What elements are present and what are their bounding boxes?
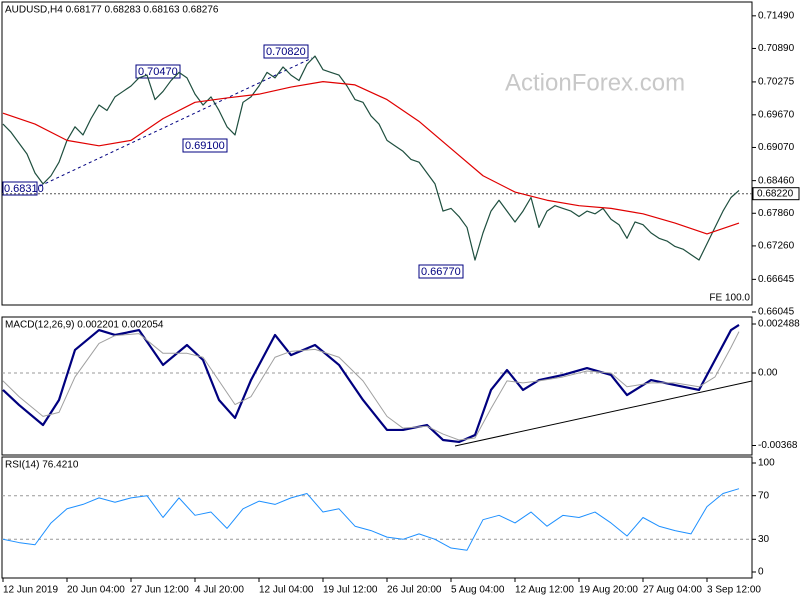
x-tick-label: 20 Jun 04:00 xyxy=(67,585,125,596)
annotation-text: 0.66770 xyxy=(421,266,461,278)
annotation-text: 0.68310 xyxy=(4,183,44,195)
y-tick-label: 0.002488 xyxy=(758,319,800,330)
rsi-panel xyxy=(1,456,753,579)
y-tick-label: 30 xyxy=(758,534,770,545)
y-tick-label: 0.67260 xyxy=(758,241,795,252)
current-price-box xyxy=(752,187,800,201)
series-line xyxy=(2,324,740,444)
x-tick-label: 27 Jun 12:00 xyxy=(131,585,189,596)
y-tick-label: 0.67860 xyxy=(758,208,795,219)
y-tick-label: 0.00 xyxy=(758,368,778,379)
x-tick-label: 12 Aug 12:00 xyxy=(515,585,574,596)
annotation: 0.68310 xyxy=(2,181,44,196)
annotation-text: 0.69100 xyxy=(185,140,225,152)
series-line xyxy=(2,331,740,441)
trend-channel xyxy=(39,57,313,187)
x-tick-label: 26 Jul 20:00 xyxy=(387,585,442,596)
x-tick-label: 12 Jun 2019 xyxy=(3,585,58,596)
series-line xyxy=(2,81,740,235)
macd-panel xyxy=(1,316,753,456)
fe-label: FE 100.0 xyxy=(709,293,750,304)
series-line xyxy=(2,55,740,261)
chart-title: AUDUSD,H4 0.68177 0.68283 0.68163 0.6827… xyxy=(5,5,219,16)
y-tick-label: 0 xyxy=(758,567,764,578)
y-tick-label: 0.70890 xyxy=(758,43,795,54)
annotation-text: 0.70820 xyxy=(266,46,306,58)
annotation-text: 0.70470 xyxy=(138,66,178,78)
x-tick-label: 5 Aug 04:00 xyxy=(451,585,505,596)
x-tick-label: 27 Aug 04:00 xyxy=(643,585,702,596)
x-tick-label: 12 Jul 04:00 xyxy=(259,585,314,596)
annotation: 0.66770 xyxy=(418,264,464,279)
y-tick-label: 100 xyxy=(758,458,775,469)
current-price-label: 0.68220 xyxy=(757,188,794,199)
y-tick-label: 0.68460 xyxy=(758,175,795,186)
x-tick-label: 4 Jul 20:00 xyxy=(195,585,244,596)
x-tick-label: 19 Jul 12:00 xyxy=(323,585,378,596)
x-tick-label: 19 Aug 20:00 xyxy=(579,585,638,596)
rsi-title: RSI(14) 76.4210 xyxy=(5,460,79,471)
y-tick-label: 0.70275 xyxy=(758,77,795,88)
y-tick-label: 0.66045 xyxy=(758,307,795,318)
macd-trendline xyxy=(454,380,753,447)
y-tick-label: 0.66645 xyxy=(758,274,795,285)
y-tick-label: -0.00368 xyxy=(758,440,798,451)
macd-title: MACD(12,26,9) 0.002201 0.002054 xyxy=(5,320,164,331)
price-panel xyxy=(1,1,753,306)
annotation: 0.69100 xyxy=(182,138,228,153)
annotation: 0.70820 xyxy=(263,44,309,59)
watermark: ActionForex.com xyxy=(505,69,685,96)
y-tick-label: 70 xyxy=(758,490,770,501)
x-tick-label: 3 Sep 12:00 xyxy=(707,585,761,596)
y-tick-label: 0.69670 xyxy=(758,109,795,120)
y-tick-label: 0.71490 xyxy=(758,10,795,21)
series-line xyxy=(2,488,740,551)
y-tick-label: 0.69070 xyxy=(758,142,795,153)
